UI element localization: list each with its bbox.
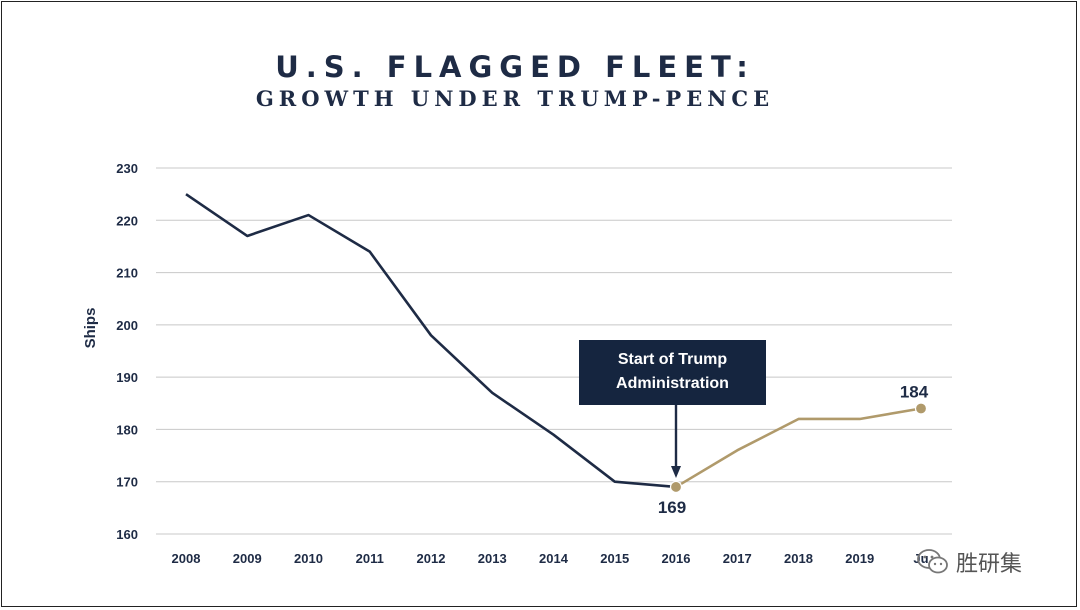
point-july	[914, 402, 928, 415]
y-tick-180: 180	[116, 422, 138, 437]
gridlines	[156, 167, 952, 535]
series-line-1	[185, 193, 677, 489]
annotation-arrow-head	[671, 466, 681, 478]
x-tick-2019: 2019	[845, 551, 874, 566]
y-axis-label: Ships	[82, 308, 99, 349]
series-line-2	[675, 407, 922, 489]
x-tick-2015: 2015	[600, 551, 629, 566]
chart-title: U.S. FLAGGED FLEET:	[275, 50, 755, 84]
y-tick-160: 160	[116, 527, 138, 542]
x-tick-2008: 2008	[172, 551, 201, 566]
y-tick-170: 170	[116, 475, 138, 490]
x-tick-july: Ju	[913, 551, 928, 566]
y-tick-190: 190	[116, 370, 138, 385]
annotation-line2: Administration	[616, 375, 729, 392]
x-tick-2010: 2010	[294, 551, 323, 566]
x-tick-2011: 2011	[356, 551, 384, 566]
y-tick-220: 220	[116, 213, 138, 228]
watermark: 胜研集	[916, 542, 1022, 582]
wechat-icon	[917, 549, 948, 574]
x-tick-2012: 2012	[417, 551, 446, 566]
x-tick-2018: 2018	[784, 551, 813, 566]
data-label-july: 184	[900, 383, 929, 402]
y-tick-210: 210	[116, 266, 138, 281]
y-axis-ticks: 160 170 180 190 200 210 220 230	[116, 161, 138, 542]
x-tick-2013: 2013	[478, 551, 507, 566]
data-labels: 169 184	[658, 383, 929, 517]
annotation-line1: Start of Trump	[617, 351, 728, 368]
point-2016	[669, 480, 683, 494]
series-lines	[185, 193, 922, 489]
watermark-text: 胜研集	[956, 552, 1023, 577]
x-tick-2014: 2014	[539, 551, 569, 566]
series-points	[669, 402, 928, 494]
x-axis-ticks: 2008 2009 2010 2011 2012 2013 2014 2015 2016 2017…	[172, 551, 929, 566]
annotation-box: Start of Trump Administration	[579, 340, 766, 405]
x-tick-2009: 2009	[233, 551, 262, 566]
x-tick-2016: 2016	[662, 551, 691, 566]
x-tick-2017: 2017	[723, 551, 752, 566]
y-tick-230: 230	[116, 161, 138, 176]
chart-subtitle: GROWTH UNDER TRUMP-PENCE	[255, 86, 775, 111]
annotation-arrow	[671, 405, 681, 478]
data-label-2016: 169	[658, 498, 686, 517]
y-tick-200: 200	[116, 318, 138, 333]
